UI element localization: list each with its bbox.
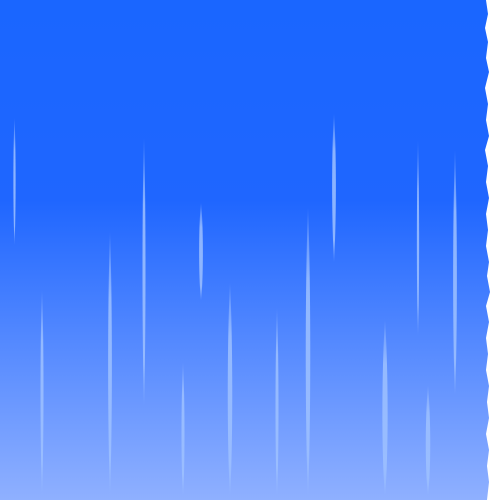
rain-streak xyxy=(382,320,388,495)
rain-streak xyxy=(108,232,112,495)
rain-streak xyxy=(332,114,336,262)
rain-streak xyxy=(425,385,431,495)
rain-streak xyxy=(199,203,203,300)
rain-streaks xyxy=(13,114,457,495)
rain-streak xyxy=(453,150,457,395)
rain-streak xyxy=(275,308,279,495)
rain-streak xyxy=(181,362,185,495)
rain-streak xyxy=(142,138,146,405)
rain-streak xyxy=(13,118,16,245)
rain-streak xyxy=(227,283,233,495)
rain-streak xyxy=(40,290,44,495)
rain-streak xyxy=(305,208,311,495)
rain-streak xyxy=(416,140,420,335)
